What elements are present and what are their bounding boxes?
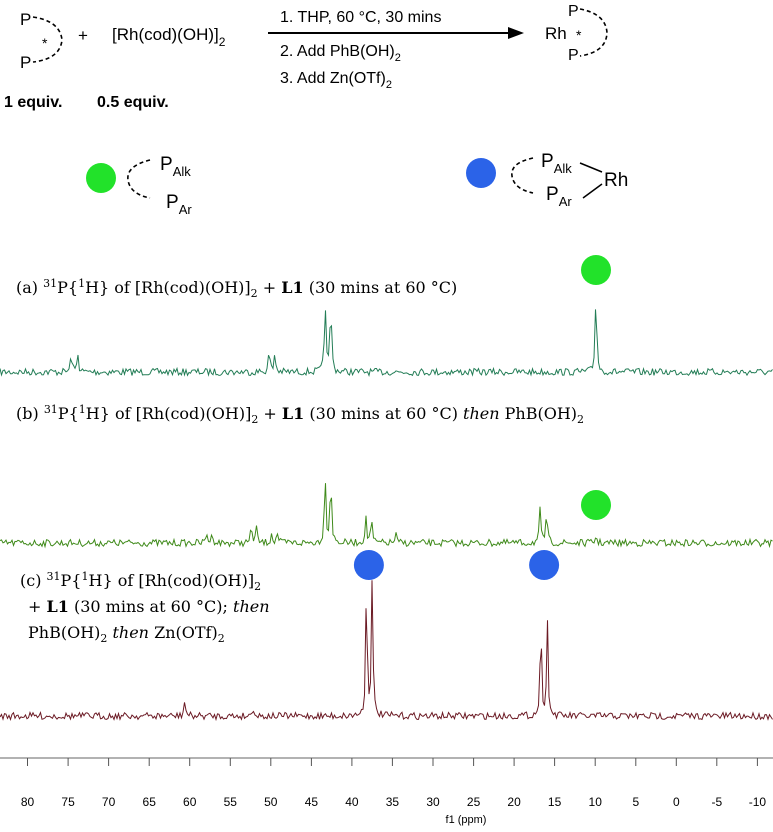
product-chiral-star: *	[576, 27, 582, 43]
x-tick-label: 5	[632, 795, 639, 809]
step-1: 1. THP, 60 °C, 30 mins	[280, 9, 441, 26]
spectrum-trace-a	[0, 309, 773, 378]
legend-free-p-alk: PAlk	[160, 154, 191, 179]
bond-ar-rh	[582, 183, 603, 199]
peak-marker-free-a-0	[581, 255, 611, 285]
bond-alk-rh	[579, 162, 603, 173]
x-tick-label: 80	[21, 795, 35, 809]
x-tick-label: 70	[102, 795, 116, 809]
x-tick-label: 65	[143, 795, 157, 809]
x-tick-label: 0	[673, 795, 680, 809]
legend-free-ligand: PAlk PAr	[86, 154, 192, 217]
spectra-traces	[0, 309, 773, 722]
ligand-p-bottom: P	[20, 53, 31, 72]
rh-equiv: 0.5 equiv.	[97, 94, 169, 111]
x-tick-label: 35	[386, 795, 400, 809]
ligand-structure: P * P	[20, 10, 63, 72]
spectrum-trace-b	[0, 483, 773, 549]
legend-free-backbone	[127, 159, 151, 199]
spectrum-label-a: (a) 31P{1H} of [Rh(cod)(OH)]2 + L1 (30 m…	[16, 277, 457, 300]
x-tick-label: 50	[264, 795, 278, 809]
x-tick-label: 55	[224, 795, 238, 809]
x-tick-label: 20	[507, 795, 521, 809]
x-tick-label: 45	[305, 795, 319, 809]
product-backbone-dashed	[579, 8, 608, 57]
legend-free-dot	[86, 163, 116, 193]
ligand-chiral-star: *	[42, 35, 48, 51]
plus-sign: +	[78, 26, 88, 45]
step-3: 3. Add Zn(OTf)2	[280, 70, 392, 91]
spectrum-trace-c	[0, 580, 773, 722]
label-c-line-3: PhB(OH)2 then Zn(OTf)2	[28, 623, 225, 645]
reaction-arrow-head	[508, 27, 524, 39]
legend-bound-backbone	[511, 157, 534, 194]
x-tick-label: 15	[548, 795, 562, 809]
spectrum-label-b: (b) 31P{1H} of [Rh(cod)(OH)]2 + L1 (30 m…	[16, 403, 584, 426]
x-tick-label: 10	[589, 795, 603, 809]
rh-precursor: [Rh(cod)(OH)]2	[112, 25, 226, 49]
peak-markers	[353, 255, 611, 580]
legend-bound-dot	[466, 158, 496, 188]
legend-bound-p-alk: PAlk	[541, 151, 572, 176]
x-tick-label: 40	[345, 795, 359, 809]
product-p-top: P	[568, 3, 579, 20]
x-tick-label: 30	[426, 795, 440, 809]
x-axis-ticks: 80 75 70 65 60 55 50 45 40 35 30 25 20 15 10 5 0 -5 -10	[21, 758, 767, 809]
x-tick-label: -10	[749, 795, 767, 809]
label-c-line-2: + L1 (30 mins at 60 °C); then	[28, 597, 270, 616]
legend-bound-p-ar: PAr	[546, 184, 572, 209]
x-axis-label: f1 (ppm)	[446, 814, 487, 826]
product-structure: P Rh * P	[545, 3, 608, 64]
spectrum-label-c: (c) 31P{1H} of [Rh(cod)(OH)]2 + L1 (30 m…	[20, 570, 270, 645]
step-2: 2. Add PhB(OH)2	[280, 43, 401, 64]
peak-marker-bound-c-1	[529, 550, 560, 580]
product-rh: Rh	[545, 24, 567, 43]
x-tick-label: 25	[467, 795, 481, 809]
peak-marker-bound-c-0	[353, 550, 384, 580]
ligand-equiv: 1 equiv.	[4, 94, 62, 111]
x-tick-label: 75	[61, 795, 75, 809]
legend-bound-ligand: PAlk PAr Rh	[466, 151, 628, 209]
legend-free-p-ar: PAr	[166, 192, 192, 217]
peak-marker-free-b-0	[581, 490, 611, 520]
ligand-backbone-dashed	[32, 16, 63, 63]
product-p-bottom: P	[568, 47, 579, 64]
ligand-p-top: P	[20, 10, 31, 29]
legend-bound-rh: Rh	[604, 170, 628, 191]
x-tick-label: 60	[183, 795, 197, 809]
label-c-line-1: (c) 31P{1H} of [Rh(cod)(OH)]2	[20, 570, 261, 593]
reaction-scheme: P * P + [Rh(cod)(OH)]2 1. THP, 60 °C, 30…	[4, 3, 608, 111]
x-tick-label: -5	[711, 795, 722, 809]
